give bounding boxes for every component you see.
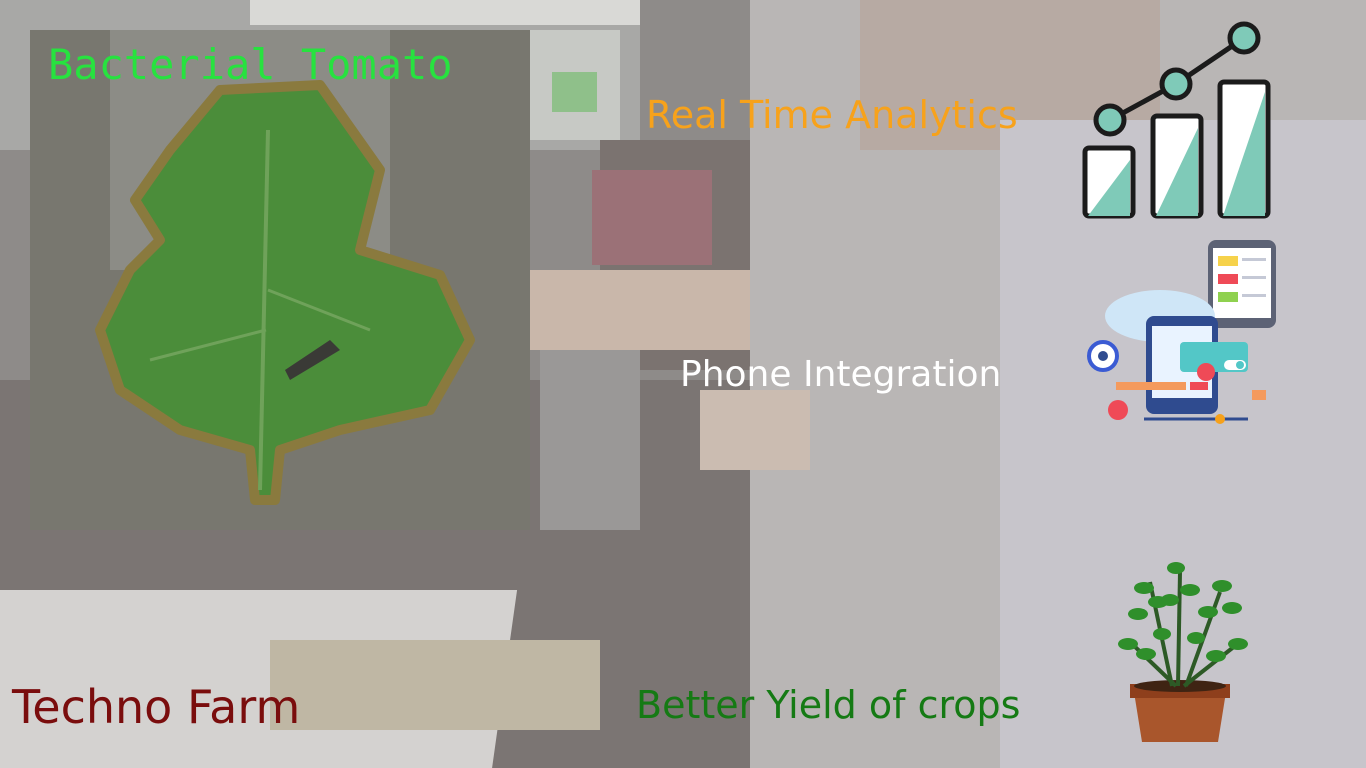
potted-plant-icon — [1118, 562, 1248, 742]
leaf-image — [30, 30, 530, 530]
yield-caption: Better Yield of crops — [636, 683, 1021, 727]
analytics-caption: Real Time Analytics — [646, 93, 1018, 137]
phone-integration-icon — [1087, 240, 1276, 424]
phone-integration-caption: Phone Integration — [680, 354, 1002, 395]
disease-label: Bacterial Tomato — [48, 40, 453, 89]
bar-chart-analytics-icon — [1082, 21, 1271, 219]
brand-title: Techno Farm — [12, 680, 301, 734]
leaf-image-panel: Bacterial Tomato — [30, 30, 530, 530]
